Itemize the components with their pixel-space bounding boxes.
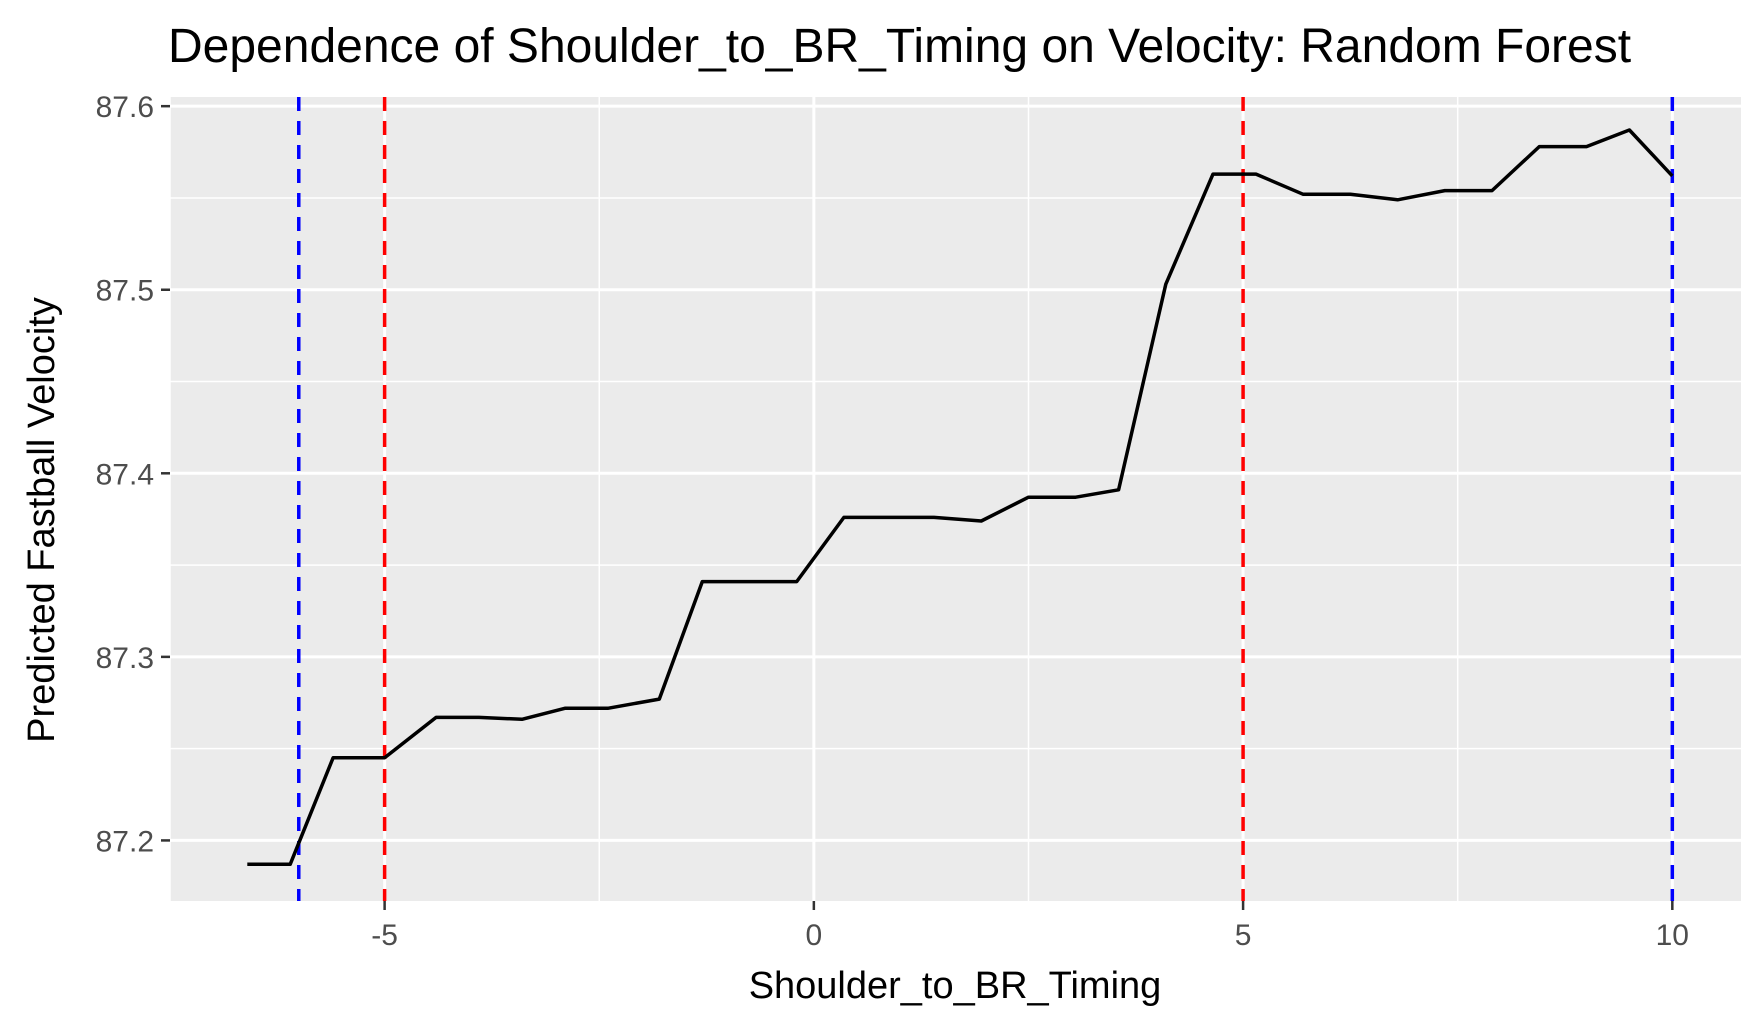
series-group [247,128,1674,867]
x-tick-label: 10 [1656,919,1689,952]
x-tick-label: 5 [1235,919,1252,952]
series-line [247,128,1674,867]
y-tick-label: 87.5 [96,275,154,308]
x-axis-title: Shoulder_to_BR_Timing [749,965,1162,1007]
x-tick-label: -5 [371,919,398,952]
grid-minor [169,97,1741,901]
chart-title: Dependence of Shoulder_to_BR_Timing on V… [168,20,1631,73]
y-axis-title: Predicted Fastball Velocity [21,297,63,743]
y-tick-label: 87.4 [96,458,154,491]
axes: -5 0 5 10 87.2 87.3 87.4 87.5 87.6 [96,91,1689,952]
reference-lines [297,97,1675,901]
y-tick-label: 87.2 [96,825,154,858]
x-tick-label: 0 [806,919,823,952]
y-tick-label: 87.6 [96,91,154,124]
y-tick-label: 87.3 [96,642,154,675]
plot-panel [170,97,1741,901]
